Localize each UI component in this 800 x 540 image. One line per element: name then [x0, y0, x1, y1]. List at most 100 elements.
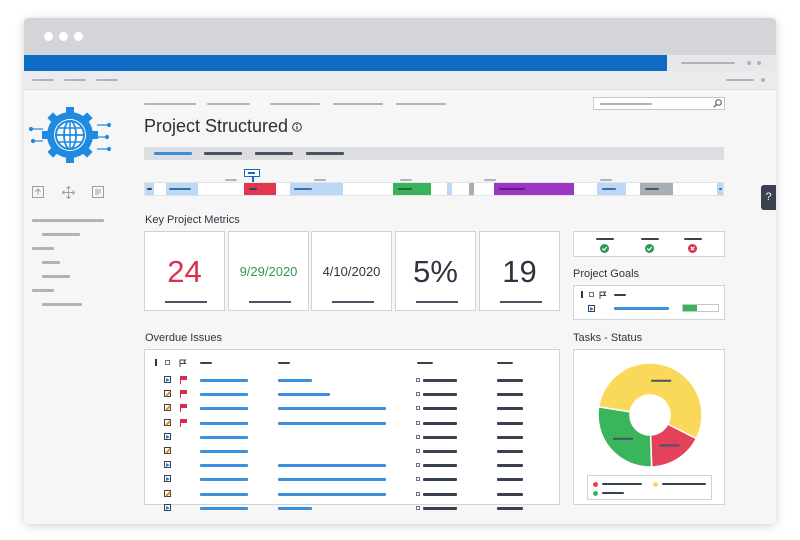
- metric-card[interactable]: 5%: [395, 231, 476, 311]
- timeline-segment[interactable]: [494, 183, 574, 195]
- ribbon-dot[interactable]: [757, 61, 761, 65]
- issue-summary[interactable]: [278, 492, 386, 496]
- metric-card[interactable]: 24: [144, 231, 225, 311]
- upload-icon[interactable]: [32, 186, 44, 198]
- table-row[interactable]: [145, 459, 561, 471]
- metric-value: 9/29/2020: [239, 264, 298, 279]
- edit-icon: [164, 489, 171, 497]
- ribbon-right: [667, 55, 776, 71]
- info-icon[interactable]: [292, 122, 302, 132]
- column-header[interactable]: [497, 362, 513, 364]
- column-header[interactable]: [278, 362, 290, 364]
- table-row[interactable]: [145, 431, 561, 443]
- issue-status: [423, 379, 457, 382]
- issue-key[interactable]: [200, 506, 248, 510]
- breadcrumb-item[interactable]: [207, 103, 250, 105]
- window-dot[interactable]: [59, 32, 68, 41]
- tab[interactable]: [306, 152, 344, 155]
- issue-key[interactable]: [200, 393, 248, 397]
- play-icon: [164, 475, 171, 483]
- issue-status: [423, 506, 457, 510]
- status-label: [684, 238, 702, 240]
- sidebar-nav-item[interactable]: [32, 219, 104, 222]
- metric-value: 5%: [413, 254, 458, 289]
- breadcrumb-item[interactable]: [270, 103, 320, 105]
- window-dot[interactable]: [74, 32, 83, 41]
- timeline-marker[interactable]: [244, 169, 260, 177]
- metric-value: 4/10/2020: [322, 264, 381, 279]
- breadcrumb-item[interactable]: [333, 103, 383, 105]
- issue-key[interactable]: [200, 450, 248, 453]
- issue-key[interactable]: [200, 421, 248, 425]
- play-icon[interactable]: [588, 305, 595, 312]
- legend-swatch: [593, 482, 598, 487]
- timeline-segment[interactable]: [447, 183, 452, 195]
- search-input[interactable]: [593, 97, 725, 110]
- tab[interactable]: [204, 152, 242, 155]
- tab-active[interactable]: [154, 152, 192, 155]
- search-icon[interactable]: [713, 99, 722, 108]
- window-dot[interactable]: [44, 32, 53, 41]
- timeline-segment[interactable]: [393, 183, 431, 195]
- tab-bar: [144, 147, 724, 160]
- issue-summary[interactable]: [278, 464, 386, 468]
- sidebar-nav-item[interactable]: [42, 261, 60, 264]
- table-row[interactable]: [145, 402, 561, 414]
- issue-summary[interactable]: [278, 407, 386, 411]
- sidebar-nav-item[interactable]: [42, 303, 82, 306]
- sidebar-nav-item[interactable]: [32, 247, 54, 250]
- toolbar-item[interactable]: [64, 79, 86, 81]
- toolbar-dot[interactable]: [761, 78, 765, 82]
- table-row[interactable]: [145, 488, 561, 500]
- table-row[interactable]: [145, 502, 561, 514]
- metric-card[interactable]: 4/10/2020: [311, 231, 392, 311]
- checkbox-icon[interactable]: [589, 292, 594, 297]
- column-header[interactable]: [200, 362, 212, 364]
- issue-key[interactable]: [200, 379, 248, 382]
- tab[interactable]: [255, 152, 293, 155]
- issue-summary[interactable]: [278, 506, 312, 510]
- gear-globe-icon: [29, 107, 111, 163]
- breadcrumb-item[interactable]: [144, 103, 196, 105]
- issue-summary[interactable]: [278, 421, 386, 425]
- issue-summary[interactable]: [278, 393, 330, 397]
- donut-slice[interactable]: [597, 406, 653, 468]
- donut-slice[interactable]: [597, 362, 703, 440]
- sidebar-nav-item[interactable]: [42, 275, 70, 278]
- issue-key[interactable]: [200, 435, 248, 439]
- section-heading-key-metrics: Key Project Metrics: [145, 214, 240, 226]
- metric-card[interactable]: 9/29/2020: [228, 231, 309, 311]
- breadcrumb-item[interactable]: [396, 103, 446, 105]
- table-row[interactable]: [145, 374, 561, 386]
- column-header[interactable]: [417, 362, 433, 364]
- document-icon[interactable]: [92, 186, 104, 198]
- issue-key[interactable]: [200, 478, 248, 482]
- table-row[interactable]: [145, 473, 561, 485]
- toolbar-item[interactable]: [726, 79, 754, 81]
- table-row[interactable]: [145, 417, 561, 429]
- checkbox-icon[interactable]: [165, 360, 170, 365]
- issue-key[interactable]: [200, 464, 248, 468]
- goal-title[interactable]: [614, 307, 669, 310]
- sidebar-nav-item[interactable]: [42, 233, 80, 236]
- table-row[interactable]: [145, 388, 561, 400]
- metric-card[interactable]: 19: [479, 231, 560, 311]
- sidebar-nav-item[interactable]: [32, 289, 54, 292]
- issue-key[interactable]: [200, 407, 248, 411]
- ribbon-dot[interactable]: [747, 61, 751, 65]
- move-icon[interactable]: [62, 186, 75, 199]
- timeline-segment[interactable]: [244, 183, 276, 195]
- toolbar-item[interactable]: [32, 79, 54, 81]
- issue-due: [497, 379, 523, 382]
- help-button[interactable]: ?: [761, 185, 776, 210]
- page-title: Project Structured: [144, 116, 289, 136]
- toolbar-item[interactable]: [96, 79, 118, 81]
- issue-status: [423, 421, 457, 425]
- timeline-segment[interactable]: [469, 183, 474, 195]
- timeline-segment[interactable]: [290, 183, 343, 195]
- segment-label: [602, 188, 616, 190]
- issue-summary[interactable]: [278, 379, 312, 382]
- issue-summary[interactable]: [278, 478, 386, 482]
- issue-key[interactable]: [200, 492, 248, 496]
- table-row[interactable]: [145, 445, 561, 457]
